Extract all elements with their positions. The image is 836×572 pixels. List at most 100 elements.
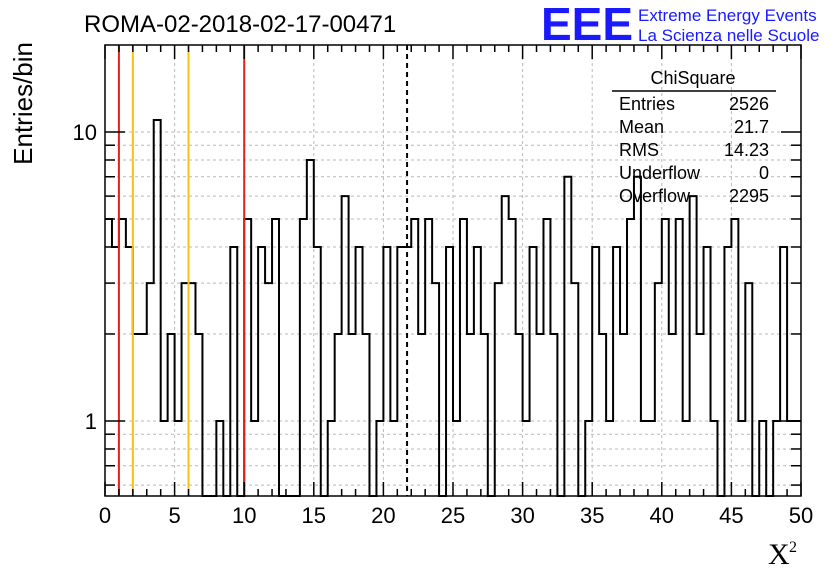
histogram-bin (704, 247, 711, 496)
histogram-bin (453, 421, 460, 496)
histogram-bin (342, 196, 349, 496)
stats-row-value: 0 (759, 163, 769, 183)
histogram-bin (251, 421, 258, 496)
histogram-bin (481, 334, 488, 496)
stats-row-label: Entries (619, 94, 675, 114)
x-tick-label: 15 (302, 503, 326, 528)
histogram-bin (516, 334, 523, 496)
histogram-bin (140, 334, 147, 496)
histogram-bin (446, 247, 453, 496)
stats-title: ChiSquare (650, 68, 735, 88)
stats-row-value: 21.7 (734, 117, 769, 137)
x-tick-label: 45 (719, 503, 743, 528)
histogram-bin (599, 334, 606, 496)
histogram-bin (119, 219, 126, 496)
histogram-bin (467, 334, 474, 496)
x-tick-label: 25 (441, 503, 465, 528)
histogram-bin (537, 334, 544, 496)
x-tick-label: 40 (650, 503, 674, 528)
histogram-bin (697, 334, 704, 496)
histogram-bin (168, 334, 175, 496)
histogram-bin (161, 421, 168, 496)
stats-row-label: RMS (619, 140, 659, 160)
logo-text: EEE (541, 0, 633, 50)
stats-row-label: Mean (619, 117, 664, 137)
histogram-bin (550, 334, 557, 496)
histogram-bin (627, 219, 634, 496)
histogram-bin (606, 421, 613, 496)
histogram-bin (126, 247, 133, 496)
histogram-bin (376, 421, 383, 496)
histogram-bin (711, 421, 718, 496)
histogram-bin (112, 247, 119, 496)
histogram-bin (662, 219, 669, 496)
histogram-bin (495, 283, 502, 496)
histogram-bin (745, 283, 752, 496)
histogram-bin (244, 219, 251, 496)
histogram-bin (543, 219, 550, 496)
stats-box: ChiSquare Entries 2526 Mean 21.7 RMS 14.23 Und… (612, 68, 776, 206)
x-tick-label: 10 (232, 503, 256, 528)
histogram-bin (592, 247, 599, 496)
histogram-bin (523, 421, 530, 496)
histogram-bin (349, 334, 356, 496)
y-tick-label: 1 (85, 409, 97, 434)
histogram-bin (230, 247, 237, 496)
histogram-bin (724, 247, 731, 496)
histogram-bin (641, 421, 648, 496)
histogram-bin (397, 247, 404, 496)
histogram-bin (182, 283, 189, 496)
histogram-bin (738, 421, 745, 496)
histogram-bin (411, 219, 418, 496)
histogram-bin (676, 219, 683, 496)
histogram-bin (648, 421, 655, 496)
histogram-bin (147, 283, 154, 496)
histogram-bin (258, 247, 265, 496)
histogram-bin (300, 219, 307, 496)
histogram-bin (335, 334, 342, 496)
histogram-bin (307, 160, 314, 496)
histogram-bin (356, 247, 363, 496)
histogram-bin (265, 283, 272, 496)
histogram-bin (571, 283, 578, 496)
logo-line-1: Extreme Energy Events (638, 6, 817, 25)
histogram-bin (759, 421, 766, 496)
stats-rows: Entries 2526 Mean 21.7 RMS 14.23 Underflow 0 Ove… (619, 94, 769, 206)
stats-row-value: 2295 (729, 186, 769, 206)
histogram-bin (175, 421, 182, 496)
x-axis-label-main: X (768, 538, 790, 571)
stats-row-label: Underflow (619, 163, 701, 183)
y-axis-label: Entries/bin (8, 42, 38, 165)
x-tick-label: 5 (168, 503, 180, 528)
histogram-bin (613, 247, 620, 496)
histogram-bin (585, 421, 592, 496)
histogram-bin (133, 334, 140, 496)
histogram-bin (105, 219, 112, 496)
x-axis-label-superscript: 2 (789, 539, 797, 556)
histogram-bin (363, 334, 370, 496)
histogram-bin (655, 283, 662, 496)
histogram-bin (216, 421, 223, 496)
y-tick-label: 10 (73, 120, 97, 145)
histogram-bin (425, 219, 432, 496)
histogram-bin (418, 334, 425, 496)
histogram-bin (564, 177, 571, 496)
histogram-bin (634, 177, 641, 496)
x-tick-label: 30 (510, 503, 534, 528)
histogram-bin (620, 334, 627, 496)
histogram-bin (460, 219, 467, 496)
histogram-bin (683, 421, 690, 496)
logo-line-2: La Scienza nelle Scuole (638, 26, 819, 45)
histogram-bin (731, 219, 738, 496)
histogram-bin (154, 120, 161, 496)
histogram-bin (272, 219, 279, 496)
axis-ticks: 0 5 10 15 20 25 30 35 40 45 50 1 10 (73, 45, 813, 528)
histogram-bin (314, 247, 321, 496)
histogram-bin (690, 196, 697, 496)
stats-row-value: 14.23 (724, 140, 769, 160)
histogram-bin (432, 283, 439, 496)
histogram-bin (328, 421, 335, 496)
histogram-bin (189, 283, 196, 496)
stats-row-value: 2526 (729, 94, 769, 114)
